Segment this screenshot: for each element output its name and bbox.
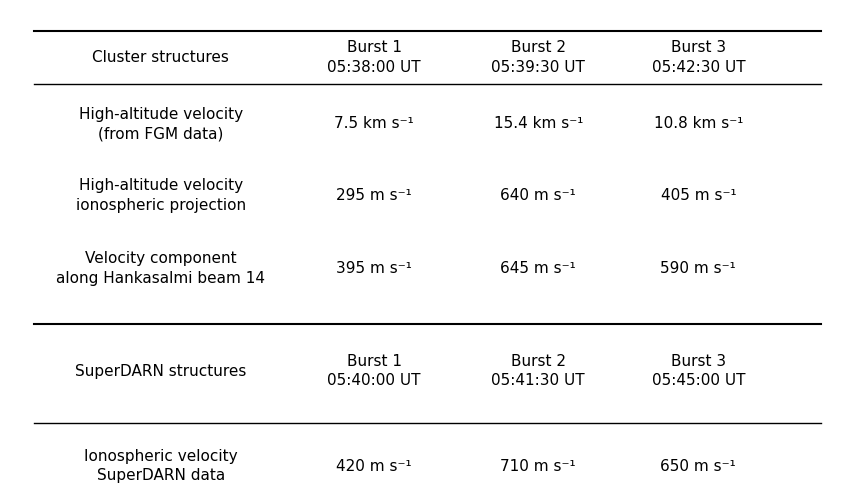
Text: 640 m s⁻¹: 640 m s⁻¹ xyxy=(500,188,576,203)
Text: 295 m s⁻¹: 295 m s⁻¹ xyxy=(336,188,412,203)
Text: 590 m s⁻¹: 590 m s⁻¹ xyxy=(661,261,736,276)
Text: 10.8 km s⁻¹: 10.8 km s⁻¹ xyxy=(654,116,743,132)
Text: 7.5 km s⁻¹: 7.5 km s⁻¹ xyxy=(334,116,414,132)
Text: High-altitude velocity
ionospheric projection: High-altitude velocity ionospheric proje… xyxy=(76,178,245,213)
Text: Burst 1
05:40:00 UT: Burst 1 05:40:00 UT xyxy=(327,353,421,389)
Text: Burst 2
05:41:30 UT: Burst 2 05:41:30 UT xyxy=(492,353,585,389)
Text: 420 m s⁻¹: 420 m s⁻¹ xyxy=(336,458,412,474)
Text: Velocity component
along Hankasalmi beam 14: Velocity component along Hankasalmi beam… xyxy=(56,251,265,286)
Text: 395 m s⁻¹: 395 m s⁻¹ xyxy=(336,261,412,276)
Text: Burst 1
05:38:00 UT: Burst 1 05:38:00 UT xyxy=(327,40,421,75)
Text: Burst 3
05:42:30 UT: Burst 3 05:42:30 UT xyxy=(652,40,746,75)
Text: 15.4 km s⁻¹: 15.4 km s⁻¹ xyxy=(493,116,583,132)
Text: Burst 3
05:45:00 UT: Burst 3 05:45:00 UT xyxy=(652,353,745,389)
Text: Burst 2
05:39:30 UT: Burst 2 05:39:30 UT xyxy=(492,40,585,75)
Text: 405 m s⁻¹: 405 m s⁻¹ xyxy=(661,188,736,203)
Text: 650 m s⁻¹: 650 m s⁻¹ xyxy=(661,458,736,474)
Text: 645 m s⁻¹: 645 m s⁻¹ xyxy=(500,261,576,276)
Text: Cluster structures: Cluster structures xyxy=(92,50,229,65)
Text: 710 m s⁻¹: 710 m s⁻¹ xyxy=(500,458,576,474)
Text: High-altitude velocity
(from FGM data): High-altitude velocity (from FGM data) xyxy=(79,106,243,142)
Text: SuperDARN structures: SuperDARN structures xyxy=(75,363,246,379)
Text: Ionospheric velocity
SuperDARN data: Ionospheric velocity SuperDARN data xyxy=(84,448,238,484)
